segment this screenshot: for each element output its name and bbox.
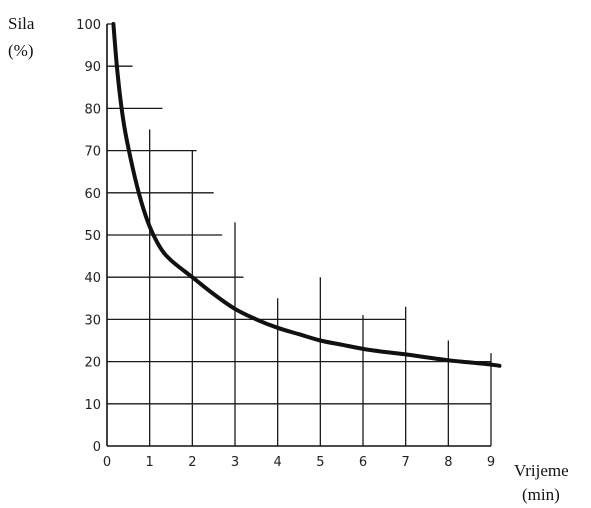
x-tick-label: 9	[487, 455, 495, 470]
y-tick-label: 40	[84, 271, 101, 286]
y-tick-label: 30	[84, 313, 101, 328]
x-tick-label: 1	[146, 455, 154, 470]
grid	[107, 23, 492, 446]
y-tick-label: 100	[76, 18, 101, 33]
axes	[106, 24, 491, 447]
x-axis-label-line1: Vrijeme	[514, 461, 569, 480]
x-tick-label: 8	[444, 455, 452, 470]
y-tick-label: 60	[84, 187, 101, 202]
x-tick-label: 3	[231, 455, 239, 470]
y-tick-label: 70	[84, 145, 101, 160]
y-tick-label: 0	[93, 440, 101, 455]
series	[111, 22, 502, 368]
y-tick-label: 80	[84, 102, 101, 117]
x-tick-label: 4	[274, 455, 282, 470]
x-tick-label: 6	[359, 455, 367, 470]
x-tick-label: 5	[316, 455, 324, 470]
y-tick-label: 10	[84, 398, 101, 413]
x-tick-label: 7	[402, 455, 410, 470]
x-tick-labels: 0 1 2 3 4 5 6 7 8 9	[103, 455, 495, 470]
x-axis-label-line2: (min)	[522, 485, 560, 504]
force-decay-curve	[111, 22, 502, 368]
y-tick-label: 50	[84, 229, 101, 244]
y-tick-label: 20	[84, 356, 101, 371]
x-tick-label: 2	[188, 455, 196, 470]
y-axis-label-line2: (%)	[8, 41, 33, 60]
y-tick-label: 90	[84, 60, 101, 75]
x-tick-label: 0	[103, 455, 111, 470]
y-tick-labels: 0 10 20 30 40 50 60 70 80 90 100	[76, 18, 101, 455]
y-axis-label-line1: Sila	[8, 14, 35, 33]
